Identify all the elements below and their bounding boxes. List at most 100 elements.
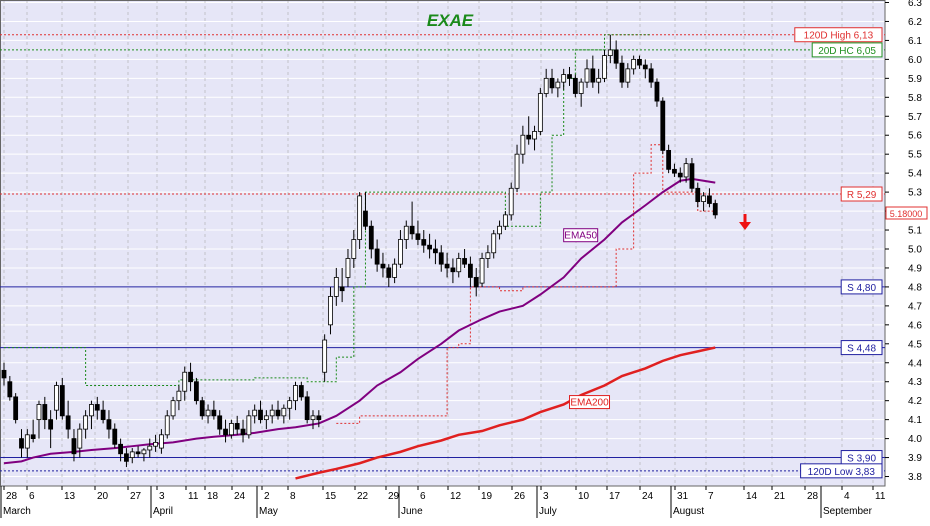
x-tick-label: 21: [774, 491, 786, 502]
candle-body: [695, 187, 701, 202]
candle-body: [578, 81, 584, 94]
candle-body: [438, 252, 444, 265]
level-label: S 4,48: [847, 344, 876, 355]
candle-body: [65, 415, 71, 430]
y-tick-label: 5.4: [908, 169, 922, 180]
candle-body: [514, 153, 520, 189]
y-tick-label: 4.4: [908, 358, 922, 369]
candle-body: [89, 404, 94, 417]
candle-body: [153, 441, 158, 447]
candle-body: [637, 58, 642, 66]
y-tick-label: 4.2: [908, 396, 922, 407]
candle-body: [217, 415, 223, 430]
candle-body: [293, 385, 298, 402]
candle-body: [333, 277, 339, 297]
y-tick-label: 4.7: [908, 301, 922, 312]
candle-body: [228, 423, 234, 436]
last-price-label: 5.18000: [890, 209, 923, 219]
level-label: S 3,90: [847, 454, 876, 465]
y-tick-label: 6.0: [908, 55, 922, 66]
level-label-box: [840, 186, 883, 202]
y-tick-label: 5.8: [908, 93, 922, 104]
candle-body: [380, 263, 386, 269]
candle-body: [275, 409, 281, 417]
candle-body: [508, 187, 514, 216]
x-tick-label: 7: [708, 491, 714, 502]
level-lines: [0, 34, 885, 472]
candle-body: [19, 438, 24, 449]
y-tick-label: 5.7: [908, 112, 922, 123]
candle-body: [672, 168, 677, 174]
candle-body: [654, 81, 660, 102]
month-label: June: [401, 506, 423, 517]
candle-body: [135, 451, 141, 455]
candle-body: [351, 239, 357, 259]
level-label-box: [794, 27, 883, 43]
x-tick-label: 3: [543, 491, 549, 502]
candle-body: [59, 385, 65, 417]
candle-body: [526, 134, 532, 140]
candle-body: [124, 453, 129, 462]
candle-body: [263, 415, 269, 421]
candle-body: [497, 225, 502, 235]
candle-body: [398, 239, 403, 265]
candle-body: [112, 428, 118, 445]
month-label: September: [823, 506, 873, 517]
x-tick-label: 10: [578, 491, 590, 502]
candle-body: [322, 339, 328, 373]
candle-body: [94, 404, 100, 411]
ema200-tag-box: [569, 395, 611, 410]
candle-body: [316, 415, 322, 421]
candle-body: [701, 195, 706, 202]
candlesticks: [1, 34, 718, 468]
candle-body: [170, 400, 176, 417]
candle-body: [467, 263, 473, 278]
y-tick-label: 4.9: [908, 263, 922, 274]
candle-body: [83, 415, 89, 430]
month-label: May: [259, 506, 278, 517]
candle-body: [707, 195, 712, 204]
axes: 3.8 3.9 4.0 4.1 4.2 4.3 4.4 4.5 4.6 4.7 4.8 4.9 5.0 5…: [0, 0, 922, 518]
level-label: 120D Low 3,83: [808, 467, 876, 478]
y-tick-label: 4.3: [908, 377, 922, 388]
right-axis-background: [885, 0, 930, 521]
candle-body: [409, 225, 415, 235]
down-arrow-icon: [739, 214, 751, 230]
x-tick-label: 19: [481, 491, 493, 502]
month-label: July: [539, 506, 557, 517]
candle-body: [13, 396, 19, 421]
candle-body: [258, 409, 263, 421]
candle-body: [36, 404, 42, 421]
candle-body: [596, 77, 602, 83]
series-line-ema200: [295, 346, 716, 480]
level-label-box: [800, 463, 883, 479]
candle-body: [532, 131, 537, 140]
candle-body: [555, 81, 561, 89]
candle-body: [561, 74, 567, 83]
x-tick-label: 24: [234, 491, 246, 502]
candle-body: [567, 74, 572, 79]
level-label-box: [840, 340, 883, 356]
candle-body: [450, 267, 456, 273]
x-tick-label: 11: [875, 491, 886, 502]
ema50-tag-box: [563, 228, 599, 243]
y-tick-label: 3.8: [908, 472, 922, 483]
level-label: 20D HC 6,05: [818, 46, 876, 57]
candle-body: [485, 252, 491, 259]
candle-body: [287, 400, 293, 409]
candle-body: [543, 77, 549, 94]
candle-body: [223, 428, 228, 436]
plot-background: [0, 0, 885, 486]
candle-body: [339, 286, 345, 292]
candle-body: [584, 68, 590, 83]
candle-body: [141, 449, 147, 455]
level-label: S 4,80: [847, 283, 876, 294]
candle-body: [619, 62, 625, 83]
x-tick-label: 3: [159, 491, 165, 502]
candle-body: [281, 407, 287, 417]
x-tick-label: 22: [357, 491, 369, 502]
candle-body: [502, 214, 508, 227]
candle-body: [689, 163, 695, 189]
